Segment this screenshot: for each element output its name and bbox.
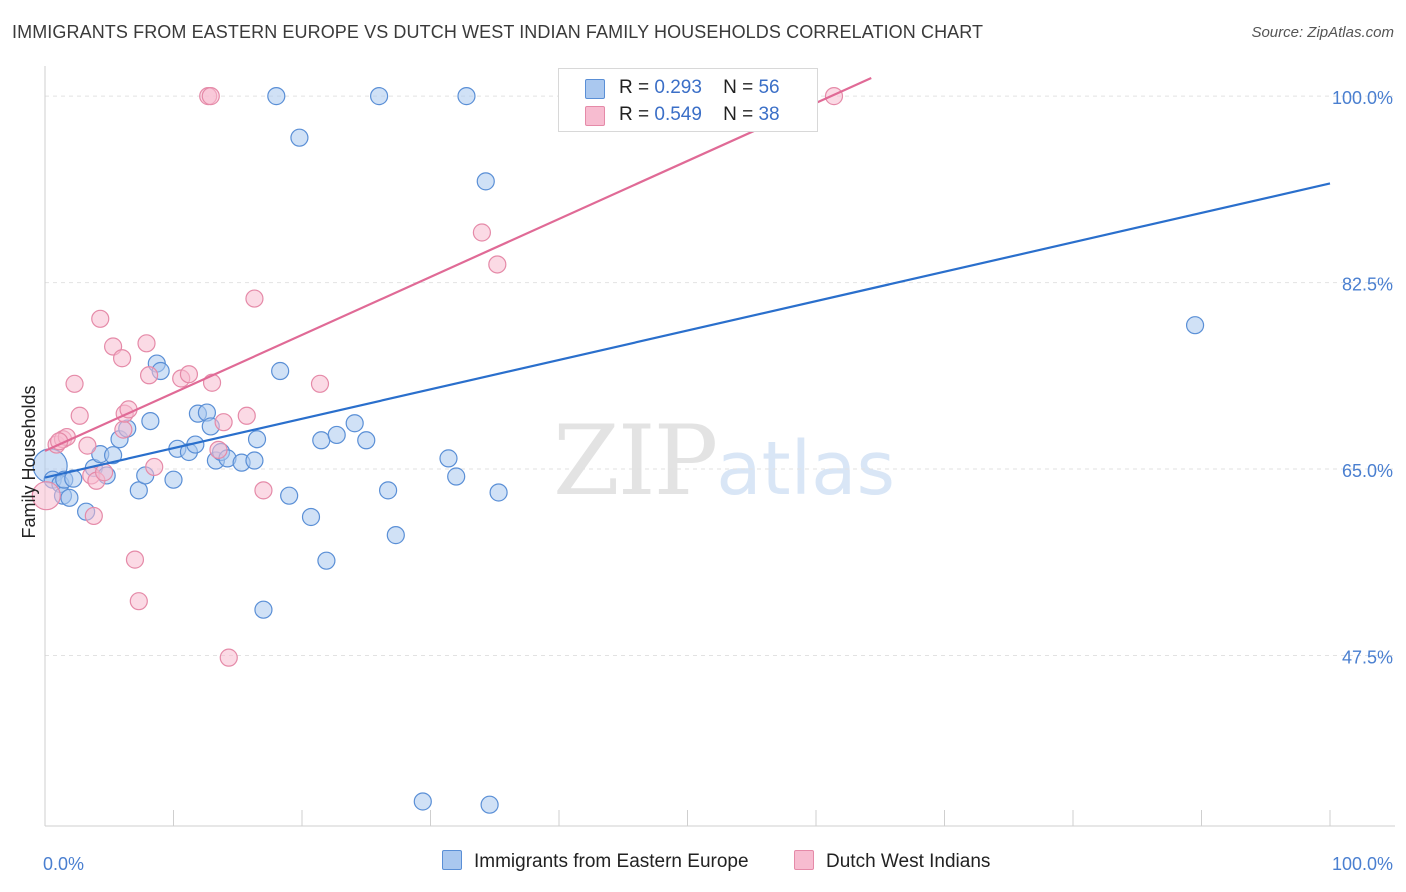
data-point [219, 648, 238, 667]
y-tick-label: 65.0% [1342, 461, 1393, 481]
series-dutch-west-indians [31, 87, 844, 667]
data-point [145, 457, 164, 477]
data-point [78, 436, 97, 455]
legend-swatch-pink [585, 106, 605, 126]
data-point [31, 481, 61, 511]
data-point [65, 374, 84, 393]
data-point [370, 87, 389, 106]
y-tick-label: 47.5% [1342, 648, 1393, 668]
data-point [70, 406, 89, 425]
legend-text-pink: R = 0.549 N = 38 [619, 104, 780, 126]
data-point [247, 430, 267, 449]
bottom-legend-pink: Dutch West Indians [794, 850, 990, 873]
legend-n-label: N = [723, 104, 754, 125]
data-point [60, 488, 79, 507]
source-label: Source: ZipAtlas.com [1251, 24, 1394, 41]
x-tick-label-end: 100.0% [1332, 854, 1393, 874]
data-point [312, 431, 331, 450]
data-point [1185, 316, 1205, 335]
data-point [345, 414, 364, 433]
chart-title: IMMIGRANTS FROM EASTERN EUROPE VS DUTCH … [12, 22, 984, 42]
data-point [439, 449, 458, 468]
legend-r-value: 0.549 [654, 104, 702, 125]
data-point [327, 425, 346, 445]
trend-line-blue [44, 182, 1331, 479]
data-point [488, 255, 507, 274]
bottom-legend-label-blue: Immigrants from Eastern Europe [474, 851, 749, 872]
legend-r-label: R = [619, 77, 650, 98]
data-point [310, 374, 330, 393]
data-point [104, 446, 123, 465]
trend-line-pink [44, 76, 872, 452]
data-point [245, 289, 264, 308]
data-point [267, 87, 286, 106]
data-point [237, 406, 256, 425]
y-tick-label: 82.5% [1342, 275, 1393, 295]
data-point [386, 526, 405, 545]
data-point [280, 486, 299, 505]
data-point [202, 373, 222, 392]
gridlines [45, 95, 1395, 657]
data-point [245, 451, 264, 470]
data-point [141, 411, 160, 431]
data-point [201, 87, 220, 106]
data-point [472, 223, 491, 242]
legend-n-value: 38 [758, 104, 780, 125]
data-point [447, 467, 466, 486]
bottom-legend-label-pink: Dutch West Indians [826, 851, 991, 872]
x-tick-label-start: 0.0% [43, 854, 84, 874]
data-point [290, 128, 309, 147]
watermark: ZIPatlas [553, 405, 895, 517]
data-point [271, 361, 290, 381]
correlation-legend: R = 0.293 N = 56 R = 0.549 N = 38 [558, 68, 818, 132]
bottom-legend-swatch-pink [794, 850, 814, 870]
legend-r-label: R = [619, 104, 650, 125]
data-point [476, 172, 495, 191]
legend-n-label: N = [723, 77, 754, 98]
legend-n-value: 56 [758, 77, 780, 98]
data-point [824, 87, 844, 106]
data-point [137, 334, 156, 353]
y-tick-label: 100.0% [1332, 88, 1393, 108]
data-point [254, 481, 273, 500]
data-point [112, 349, 132, 368]
data-point [413, 792, 432, 811]
bottom-legend-blue: Immigrants from Eastern Europe [442, 850, 749, 873]
legend-swatch-blue [585, 79, 605, 99]
data-point [357, 431, 376, 450]
bottom-legend-swatch-blue [442, 850, 462, 870]
trend-lines [44, 76, 1331, 479]
data-point [125, 550, 145, 569]
data-point [91, 309, 110, 328]
data-point [209, 440, 228, 459]
tick-labels: 100.0% 82.5% 65.0% 47.5% 0.0% 100.0% Family Ho… [19, 88, 1393, 874]
data-point [457, 87, 476, 106]
data-point [139, 366, 159, 385]
data-point [214, 413, 233, 432]
legend-text-blue: R = 0.293 N = 56 [619, 77, 780, 99]
series-immigrants-eastern-europe [32, 87, 1205, 814]
data-point [129, 592, 148, 611]
data-point [480, 795, 499, 814]
data-point [164, 470, 183, 489]
legend-r-value: 0.293 [654, 77, 702, 98]
axes [44, 66, 1395, 827]
data-point [489, 483, 508, 502]
data-point [317, 551, 336, 570]
data-point [301, 507, 321, 527]
watermark-zip: ZIP [553, 405, 718, 517]
data-point [179, 365, 199, 384]
data-point [254, 600, 273, 619]
data-point [84, 506, 103, 526]
data-point [378, 481, 398, 500]
y-axis-title: Family Households [19, 385, 39, 538]
data-point [114, 420, 133, 439]
